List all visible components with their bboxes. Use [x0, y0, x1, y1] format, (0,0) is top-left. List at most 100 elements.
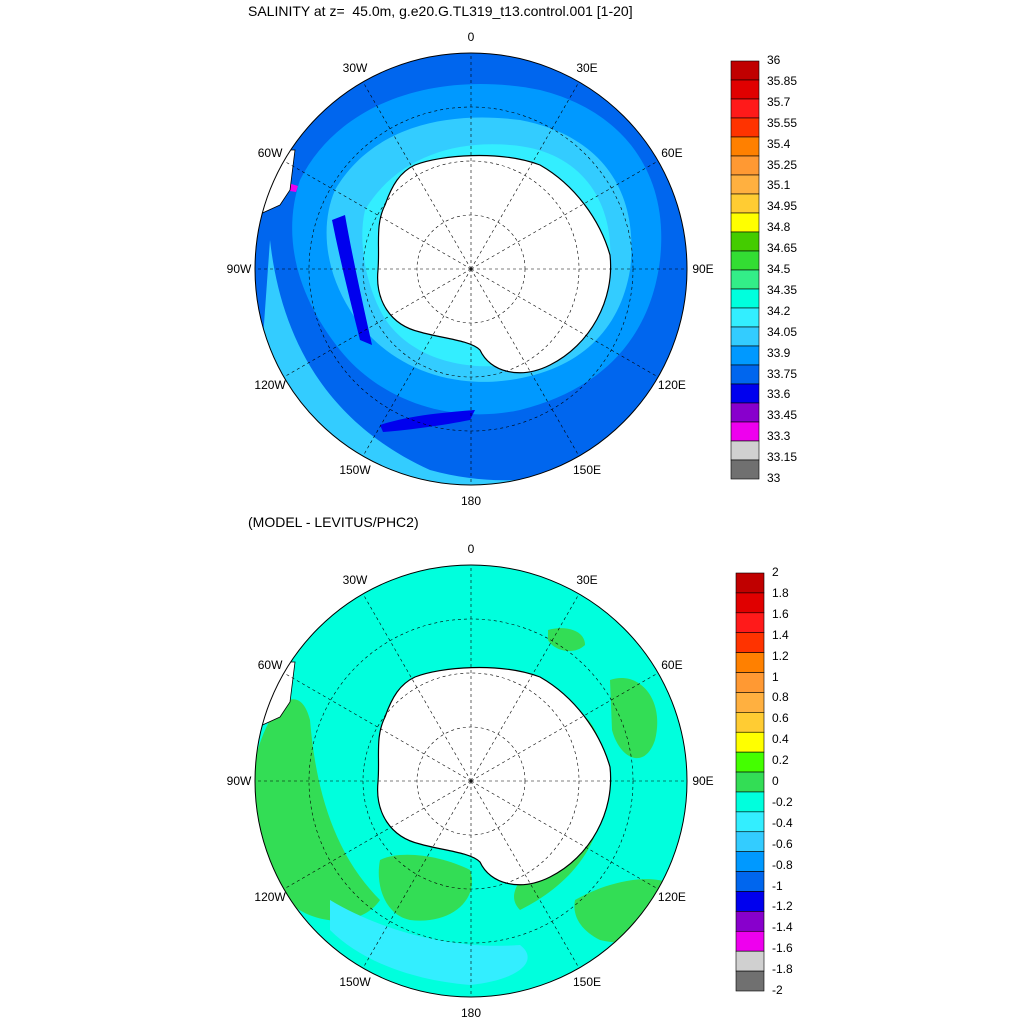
meridian-line: [470, 81, 580, 270]
colorbar-tick-label: 33: [767, 471, 781, 485]
colorbar-swatch: [735, 771, 765, 793]
colorbar-tick-label: -0.6: [772, 836, 793, 851]
colorbar-tick-label: 34.35: [767, 282, 798, 297]
colorbar-swatch: [730, 269, 760, 290]
panel2-lon-grid: [255, 565, 687, 997]
lon-label: 90E: [692, 262, 714, 276]
panel1-map: [254, 52, 688, 486]
antarctica-land: [377, 154, 612, 374]
colorbar-swatch: [730, 231, 760, 252]
colorbar-tick-label: 1.4: [772, 627, 789, 642]
colorbar-tick-label: -1.2: [772, 899, 793, 914]
colorbar-swatch: [735, 791, 765, 813]
meridian-line: [362, 780, 472, 969]
colorbar-tick-label: 33.15: [767, 450, 798, 465]
colorbar-swatch: [730, 459, 760, 480]
colorbar-swatch: [735, 751, 765, 773]
colorbar-tick-label: 1.6: [772, 606, 789, 621]
lon-label: 120E: [657, 890, 686, 904]
lon-label: 150W: [339, 462, 371, 477]
colorbar-swatch: [735, 731, 765, 753]
panel1-colorbar: [730, 60, 760, 480]
lon-label: 60E: [661, 146, 683, 160]
colorbar-swatch: [735, 831, 765, 852]
colorbar-swatch: [730, 60, 760, 81]
colorbar-tick-label: -1.4: [772, 920, 793, 935]
colorbar-tick-label: -1.8: [772, 962, 793, 977]
lon-label: 90W: [226, 262, 252, 276]
antarctica-land-2: [377, 666, 612, 886]
lon-label: 180: [460, 1006, 482, 1020]
colorbar-tick-label: 33.9: [767, 345, 791, 360]
diff-positive-west: [255, 699, 380, 921]
colorbar-swatch: [735, 572, 765, 594]
meridian-line: [470, 160, 659, 270]
panel1-map-border: [254, 52, 688, 486]
meridian-line: [470, 780, 580, 969]
lon-label: 60E: [661, 658, 683, 672]
colorbar-swatch: [735, 632, 765, 653]
lon-label: 30W: [342, 61, 368, 76]
colorbar-tick-label: 1: [772, 669, 779, 684]
colorbar-tick-label: 34.5: [767, 262, 791, 276]
colorbar-swatch: [730, 326, 760, 347]
colorbar-tick-label: 33.75: [767, 366, 798, 381]
meridian-line: [283, 160, 472, 270]
lon-label: 180: [460, 494, 482, 508]
colorbar-swatch: [735, 712, 765, 733]
panel1-title: SALINITY at z= 45.0m, g.e20.G.TL319_t13.…: [248, 3, 633, 19]
lon-label: 90E: [692, 774, 714, 788]
colorbar-swatch: [730, 250, 760, 271]
colorbar-swatch: [735, 911, 765, 932]
colorbar-tick-label: -0.8: [772, 857, 793, 872]
colorbar-tick-label: 33.6: [767, 387, 791, 402]
panel2-colorbar: [735, 572, 765, 992]
lon-label: 60W: [257, 146, 283, 160]
lon-label: 120W: [254, 890, 286, 904]
colorbar-tick-label: 35.25: [767, 157, 798, 172]
meridian-line: [283, 268, 472, 378]
colorbar-swatch: [735, 672, 765, 693]
salinity-low-streak-west: [332, 215, 372, 345]
meridian-line: [362, 593, 472, 782]
colorbar-tick-label: 35.7: [767, 94, 791, 109]
meridian-line: [470, 268, 580, 457]
colorbar-swatch: [730, 421, 760, 442]
colorbar-tick-label: 1.2: [772, 648, 789, 663]
colorbar-swatch: [730, 155, 760, 176]
colorbar-swatch: [730, 440, 760, 461]
panel1-lon-grid: [255, 53, 687, 485]
colorbar-swatch: [730, 212, 760, 233]
colorbar-swatch: [735, 851, 765, 872]
colorbar-tick-label: 34.65: [767, 241, 798, 256]
colorbar-swatch: [735, 692, 765, 713]
lon-label: 150W: [339, 974, 371, 989]
meridian-line: [362, 268, 472, 457]
colorbar-tick-label: 35.4: [767, 136, 791, 151]
salinity-field-outer: [255, 240, 687, 485]
lon-label: 150E: [572, 974, 602, 989]
diff-positive-far-east: [610, 678, 658, 759]
meridian-line: [470, 593, 580, 782]
colorbar-swatch: [735, 652, 765, 673]
lon-label: 90W: [226, 774, 252, 788]
colorbar-tick-label: -0.2: [772, 794, 793, 809]
colorbar-swatch: [730, 98, 760, 119]
meridian-line: [470, 672, 659, 782]
diff-positive-pacific: [378, 854, 472, 921]
colorbar-swatch: [730, 79, 760, 100]
colorbar-swatch: [730, 136, 760, 157]
colorbar-swatch: [735, 970, 765, 992]
colorbar-tick-label: -1.6: [772, 941, 793, 956]
colorbar-swatch: [735, 950, 765, 972]
colorbar-tick-label: 2: [772, 565, 779, 579]
colorbar-tick-label: 36: [767, 53, 781, 67]
colorbar-swatch: [735, 891, 765, 912]
lon-label: 120W: [254, 378, 286, 392]
colorbar-swatch: [730, 364, 760, 385]
colorbar-tick-label: 0.8: [772, 690, 789, 705]
colorbar-tick-label: 34.95: [767, 199, 798, 214]
colorbar-tick-label: 0.6: [772, 711, 789, 726]
meridian-line: [362, 81, 472, 270]
